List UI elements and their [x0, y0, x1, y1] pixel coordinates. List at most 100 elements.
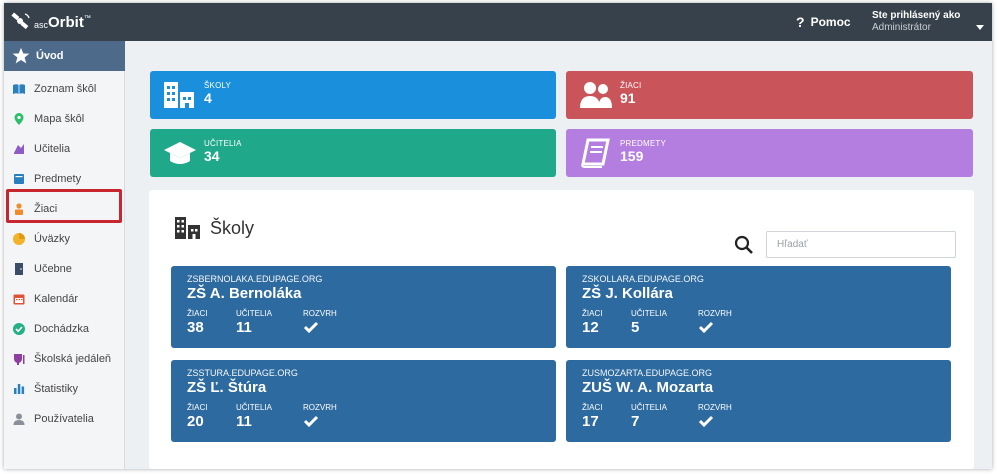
tile-ucitelia[interactable]: UČITELIA 34 [150, 129, 556, 177]
schools-panel: Školy ZSBERNOLAKA.EDUPAGE.ORG ZŠ A. Bern… [149, 190, 974, 469]
school-card[interactable]: ZSBERNOLAKA.EDUPAGE.ORG ZŠ A. Bernoláka … [171, 266, 556, 348]
panel-title: Školy [174, 216, 254, 240]
stat-label: ŽIACI [582, 309, 603, 318]
search-icon[interactable] [734, 235, 754, 255]
sidebar-item-ucebne[interactable]: Učebne [4, 254, 125, 284]
sidebar-item-label: Mapa škôl [34, 113, 85, 125]
students-stat: ŽIACI 38 [187, 309, 207, 336]
tile-value: 34 [204, 148, 220, 164]
sidebar-item-mapa-skol[interactable]: Mapa škôl [4, 104, 125, 134]
user-menu[interactable]: Ste prihlásený ako Administrátor [872, 10, 960, 34]
stat-value: 20 [187, 413, 204, 430]
user-icon [13, 413, 25, 425]
stat-label: ŽIACI [582, 403, 603, 412]
satellite-icon [11, 12, 30, 30]
search-input[interactable] [766, 231, 956, 258]
calendar-icon [13, 294, 25, 305]
stat-value: 12 [582, 319, 599, 336]
graduation-cap-icon [164, 142, 196, 164]
school-domain: ZSKOLLARA.EDUPAGE.ORG [582, 274, 704, 284]
school-card[interactable]: ZUSMOZARTA.EDUPAGE.ORG ZUŠ W. A. Mozarta… [566, 360, 951, 442]
students-stat: ŽIACI 17 [582, 403, 602, 430]
tile-skoly[interactable]: ŠKOLY 4 [150, 71, 556, 119]
school-card[interactable]: ZSSTURA.EDUPAGE.ORG ZŠ Ľ. Štúra ŽIACI 20… [171, 360, 556, 442]
checkmark-icon [303, 321, 319, 334]
tile-predmety[interactable]: PREDMETY 159 [566, 129, 973, 177]
logo[interactable]: asc Orbit ™ [10, 8, 91, 36]
logo-name: Orbit [48, 14, 84, 31]
logo-prefix: asc [34, 20, 49, 30]
teacher-icon [14, 144, 24, 154]
school-name: ZUŠ W. A. Mozarta [582, 379, 714, 396]
tile-label: UČITELIA [204, 139, 242, 148]
tile-ziaci[interactable]: ŽIACI 91 [566, 71, 973, 119]
stat-label: UČITELIA [236, 309, 273, 318]
sidebar-item-label: Kalendár [34, 293, 79, 305]
help-link[interactable]: ? Pomoc [796, 14, 851, 30]
bar-chart-icon [14, 384, 25, 394]
sidebar-item-ucitelia[interactable]: Učitelia [4, 134, 125, 164]
sidebar: Úvod Zoznam škôl Mapa škôl Učitelia Pred… [4, 41, 125, 469]
school-domain: ZUSMOZARTA.EDUPAGE.ORG [582, 368, 713, 378]
stat-label: UČITELIA [236, 403, 273, 412]
pie-chart-icon [13, 233, 25, 245]
sidebar-item-kalendar[interactable]: Kalendár [4, 284, 125, 314]
sidebar-item-label: Používatelia [34, 413, 94, 425]
cup-icon [14, 354, 25, 365]
sidebar-item-statistiky[interactable]: Štatistiky [4, 374, 125, 404]
sidebar-item-zoznam-skol[interactable]: Zoznam škôl [4, 74, 125, 104]
checkmark-icon [303, 415, 319, 428]
stat-label: ROZVRH [698, 309, 732, 318]
tile-label: ŽIACI [620, 81, 642, 90]
teachers-stat: UČITELIA 7 [631, 403, 667, 430]
sidebar-item-predmety[interactable]: Predmety [4, 164, 125, 194]
stat-value: 38 [187, 319, 204, 336]
sidebar-item-label: Žiaci [34, 203, 58, 215]
stat-label: ROZVRH [698, 403, 732, 412]
sidebar-item-label: Zoznam škôl [34, 83, 97, 95]
book-icon [581, 138, 610, 168]
school-card[interactable]: ZSKOLLARA.EDUPAGE.ORG ZŠ J. Kollára ŽIAC… [566, 266, 951, 348]
students-stat: ŽIACI 12 [582, 309, 602, 336]
tile-value: 91 [620, 90, 636, 106]
subject-icon [14, 174, 24, 184]
panel-title-text: Školy [210, 217, 255, 238]
timetable-stat: ROZVRH [698, 403, 732, 433]
sidebar-item-skolska-jedalen[interactable]: Školská jedáleň [4, 344, 125, 374]
students-stat: ŽIACI 20 [187, 403, 207, 430]
timetable-stat: ROZVRH [698, 309, 732, 339]
sidebar-item-uvod[interactable]: Úvod [4, 41, 125, 71]
stat-label: ŽIACI [187, 403, 208, 412]
buildings-icon [164, 82, 194, 108]
stat-label: UČITELIA [631, 309, 668, 318]
chevron-down-icon[interactable] [976, 25, 984, 30]
sidebar-item-ziaci[interactable]: Žiaci [4, 194, 125, 224]
school-name: ZŠ Ľ. Štúra [187, 379, 267, 396]
teachers-stat: UČITELIA 11 [236, 403, 272, 430]
question-icon: ? [796, 14, 805, 30]
help-label: Pomoc [810, 15, 851, 29]
student-icon [15, 203, 23, 215]
stat-value: 11 [236, 413, 252, 430]
search-box [734, 231, 956, 258]
checkmark-icon [698, 321, 714, 334]
sidebar-item-dochadzka[interactable]: Dochádzka [4, 314, 125, 344]
timetable-stat: ROZVRH [303, 309, 337, 339]
star-icon [12, 47, 30, 64]
sidebar-item-label: Školská jedáleň [34, 353, 112, 365]
school-domain: ZSBERNOLAKA.EDUPAGE.ORG [187, 274, 323, 284]
sidebar-item-label: Dochádzka [34, 323, 90, 335]
stat-label: ŽIACI [187, 309, 208, 318]
user-greeting: Ste prihlásený ako [872, 10, 961, 21]
buildings-icon [175, 217, 200, 239]
sidebar-item-pouzivatelia[interactable]: Používatelia [4, 404, 125, 434]
sidebar-item-uvazky[interactable]: Úväzky [4, 224, 125, 254]
school-domain: ZSSTURA.EDUPAGE.ORG [187, 368, 298, 378]
stat-value: 7 [631, 413, 640, 430]
school-name: ZŠ J. Kollára [582, 285, 673, 302]
logo-trademark: ™ [83, 14, 91, 22]
stat-label: ROZVRH [303, 403, 337, 412]
selection-highlight [6, 189, 122, 223]
teachers-stat: UČITELIA 11 [236, 309, 272, 336]
map-pin-icon [14, 113, 24, 125]
